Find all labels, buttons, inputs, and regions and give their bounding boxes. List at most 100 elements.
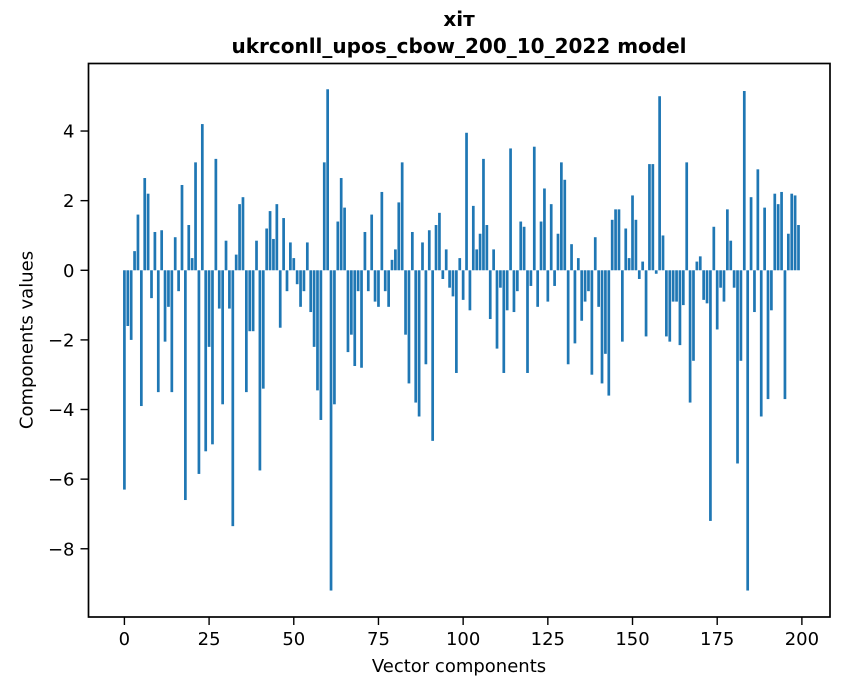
bar xyxy=(624,228,628,271)
bar xyxy=(780,191,783,271)
bar xyxy=(583,270,587,302)
bar xyxy=(170,270,174,393)
bar xyxy=(322,162,326,271)
bar xyxy=(326,89,329,271)
bar xyxy=(512,270,516,313)
bar xyxy=(661,235,665,271)
bar xyxy=(526,270,529,373)
bar xyxy=(261,270,265,389)
bar xyxy=(444,249,448,271)
bar xyxy=(370,214,374,271)
bar xyxy=(543,188,546,271)
bar xyxy=(448,270,451,288)
bar xyxy=(461,270,465,300)
bar xyxy=(634,219,638,271)
bar xyxy=(563,179,567,271)
bar xyxy=(329,270,333,591)
bar xyxy=(180,184,184,271)
bar xyxy=(427,230,431,271)
x-tick-label: 25 xyxy=(198,629,221,650)
bar xyxy=(238,204,241,271)
chart-subtitle: ukrconll_upos_cbow_200_10_2022 model xyxy=(231,34,687,58)
bar xyxy=(573,270,577,344)
bar xyxy=(580,270,584,321)
bar xyxy=(394,249,397,271)
bar xyxy=(756,169,760,271)
bar xyxy=(305,242,309,271)
bar xyxy=(434,225,438,271)
bar xyxy=(421,242,424,271)
chart-title-block: хіт ukrconll_upos_cbow_200_10_2022 model xyxy=(88,6,830,60)
bar xyxy=(383,270,387,292)
bar xyxy=(532,146,536,271)
bar xyxy=(424,270,428,365)
bar xyxy=(333,270,336,405)
y-tick-label: −2 xyxy=(48,330,75,351)
bar xyxy=(129,270,133,340)
bar xyxy=(360,270,363,368)
bar xyxy=(373,270,377,302)
bar xyxy=(451,270,455,297)
bar xyxy=(722,270,726,302)
bar xyxy=(146,193,150,271)
x-tick-label: 125 xyxy=(531,629,565,650)
bar xyxy=(651,164,655,271)
bar xyxy=(627,258,631,271)
bar xyxy=(705,270,709,304)
bar xyxy=(793,195,797,271)
bar xyxy=(482,158,485,271)
bar xyxy=(366,270,370,292)
bar xyxy=(163,270,167,342)
x-tick-label: 100 xyxy=(446,629,480,650)
bar xyxy=(665,270,668,337)
bar xyxy=(560,162,563,271)
bar xyxy=(228,270,231,309)
bar xyxy=(732,270,736,288)
bar xyxy=(519,221,523,271)
y-tick-label: −6 xyxy=(48,470,75,491)
bar xyxy=(343,207,346,271)
bar xyxy=(797,225,800,271)
bar xyxy=(184,270,187,501)
bar xyxy=(143,178,147,271)
bar xyxy=(742,91,746,271)
bar xyxy=(390,259,394,271)
x-tick-label: 0 xyxy=(119,629,130,650)
bar xyxy=(688,270,692,403)
bar xyxy=(282,218,285,271)
bar xyxy=(641,261,645,271)
bar xyxy=(566,270,570,365)
bar xyxy=(407,270,411,384)
bar xyxy=(410,231,414,271)
bar xyxy=(468,270,472,311)
bar xyxy=(312,270,316,347)
bar xyxy=(597,270,600,307)
bar xyxy=(485,225,489,271)
bar xyxy=(770,270,773,311)
bar xyxy=(458,258,462,271)
bar xyxy=(167,270,170,307)
bar xyxy=(400,162,404,271)
bar xyxy=(465,132,468,271)
bar xyxy=(604,270,607,354)
bar xyxy=(471,205,475,271)
bar xyxy=(414,270,418,403)
bar xyxy=(438,212,441,271)
chart-title: хіт xyxy=(443,7,475,31)
bar xyxy=(570,244,573,271)
bar xyxy=(766,270,770,400)
bar xyxy=(251,270,255,332)
bar xyxy=(211,270,214,445)
y-tick-label: −4 xyxy=(48,400,75,421)
bar xyxy=(488,270,492,320)
bar xyxy=(339,178,343,271)
bar xyxy=(685,162,689,271)
bar xyxy=(600,270,604,384)
x-axis-label: Vector components xyxy=(371,656,547,677)
bar xyxy=(536,270,540,307)
bar xyxy=(136,214,140,271)
bar xyxy=(675,270,678,302)
bar xyxy=(726,209,729,271)
bar xyxy=(492,249,495,271)
